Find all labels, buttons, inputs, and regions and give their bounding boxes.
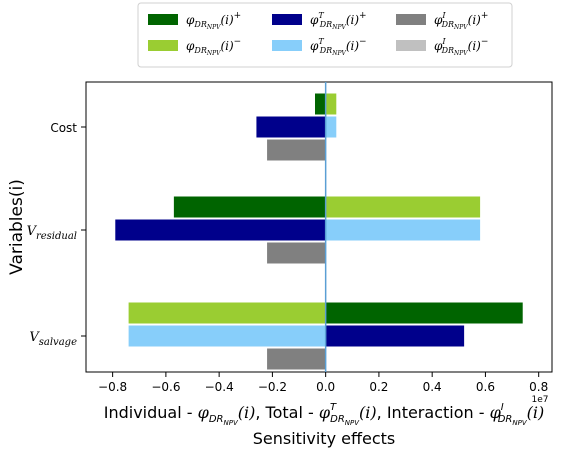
x-axis-title: Individual - φDRNPV(i), Total - φT DRNPV(… <box>104 402 545 427</box>
x-tick-label: 0.4 <box>423 380 442 394</box>
x-tick-label: 0.6 <box>476 380 495 394</box>
x-tick-label: −0.4 <box>205 380 234 394</box>
bar-indiv_pos-vresidual <box>173 196 326 218</box>
bar-indiv_neg-vresidual <box>325 196 481 218</box>
bar-inter_pos-cost <box>267 139 326 161</box>
plot-frame <box>85 81 553 373</box>
bar-inter_pos-vsalvage <box>267 348 326 370</box>
legend-label-indiv_neg: φDRNPV(i)− <box>186 37 241 57</box>
x-axis-title-2: Sensitivity effects <box>253 429 396 448</box>
bar-indiv_neg-cost <box>325 93 337 115</box>
x-tick-label: −0.8 <box>98 380 127 394</box>
y-tick-label: Vsalvage <box>29 330 77 348</box>
y-tick-label: Cost <box>50 121 77 135</box>
legend-swatch-indiv_neg <box>148 40 178 51</box>
legend-swatch-inter_neg <box>396 40 426 51</box>
bar-indiv_neg-vsalvage <box>128 302 326 324</box>
x-tick-label: 0.8 <box>529 380 548 394</box>
legend-label-inter_neg: φI DRNPV(i)− <box>434 37 488 57</box>
bar-total_pos-vresidual <box>115 219 326 241</box>
legend-label-indiv_pos: φDRNPV(i)+ <box>186 11 241 31</box>
legend-label-inter_pos: φI DRNPV(i)+ <box>434 11 488 31</box>
x-tick-label: −0.2 <box>258 380 287 394</box>
bar-total_neg-vsalvage <box>128 325 326 347</box>
bar-inter_pos-vresidual <box>267 242 326 264</box>
legend-swatch-total_neg <box>272 40 302 51</box>
legend-label-total_neg: φT DRNPV(i)− <box>310 37 367 57</box>
legend-swatch-indiv_pos <box>148 14 178 25</box>
legend-swatch-inter_pos <box>396 14 426 25</box>
x-tick-label: 0.0 <box>316 380 335 394</box>
chart-labels: Variables(i) Individual - φDRNPV(i), Tota… <box>7 179 544 448</box>
chart-legend: φDRNPV(i)+ φDRNPV(i)− φT DRNPV(i)+ φT DRNPV(i… <box>137 2 513 68</box>
y-axis-title: Variables(i) <box>7 179 27 275</box>
x-offset-label: 1e7 <box>532 395 549 405</box>
bar-total_neg-vresidual <box>325 219 481 241</box>
x-tick-label: −0.6 <box>151 380 180 394</box>
bar-indiv_pos-vsalvage <box>325 302 523 324</box>
bar-indiv_pos-cost <box>315 93 326 115</box>
bar-group <box>115 93 523 370</box>
bar-total_pos-cost <box>256 116 326 138</box>
bar-total_neg-cost <box>325 116 337 138</box>
x-tick-label: 0.2 <box>369 380 388 394</box>
y-tick-label: Vresidual <box>27 224 77 242</box>
legend-swatch-total_pos <box>272 14 302 25</box>
bar-total_pos-vsalvage <box>325 325 465 347</box>
legend-label-total_pos: φT DRNPV(i)+ <box>310 11 367 31</box>
